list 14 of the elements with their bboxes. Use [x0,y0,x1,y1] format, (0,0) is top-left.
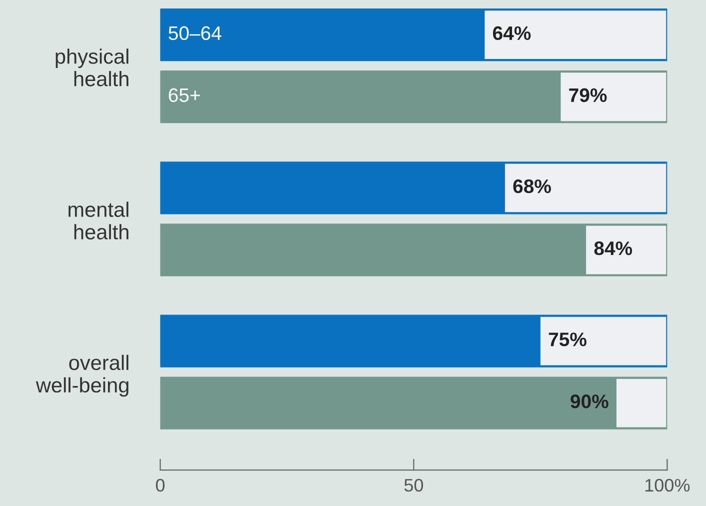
data-label: 64% [493,26,531,40]
x-tick-label: 0 [156,478,165,492]
data-label: 79% [569,88,607,102]
y-tick-label: overall well-being [36,354,128,397]
data-label: 75% [548,332,586,346]
y-tick-label: physical health [56,48,128,86]
data-label: 68% [513,179,551,194]
data-label: 90% [570,394,608,408]
series-label: 65+ [168,88,200,102]
series-label: 50–64 [168,26,222,40]
x-tick-label: 50 [404,478,424,492]
data-label: 84% [594,241,632,256]
y-tick-label: mental health [68,202,128,240]
x-tick-label: 100% [645,478,690,492]
